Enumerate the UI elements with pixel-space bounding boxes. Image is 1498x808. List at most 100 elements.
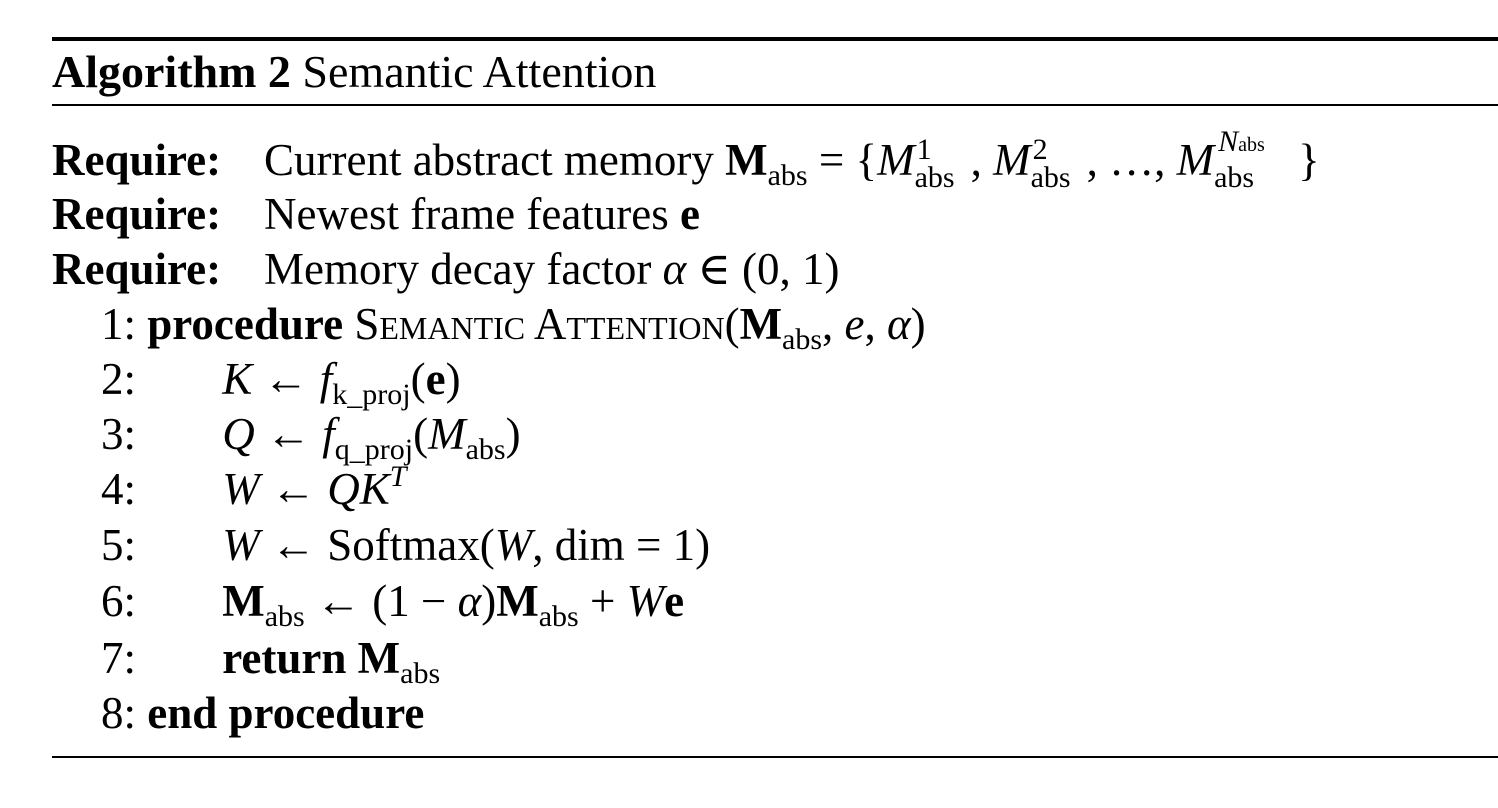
bottom-rule [52, 756, 1498, 758]
math-M-it: M [428, 409, 466, 459]
line-body: return Mabs [222, 630, 440, 689]
line-body: W ← QKT [222, 461, 406, 517]
math-M-it: M [877, 135, 915, 185]
math-M: M [357, 633, 401, 683]
math-f: f [319, 354, 333, 404]
math-W: W [222, 520, 260, 570]
math-one-minus: (1 − [372, 576, 458, 626]
supsub-2: 2 abs [1031, 135, 1087, 193]
require-line-3: Require: Memory decay factor α ∈ (0, 1) [52, 241, 839, 297]
require-text: Newest frame features [264, 189, 669, 239]
math-K: K [222, 354, 253, 404]
supsub-N: Nabs abs [1214, 127, 1298, 193]
math-sup: 1 [916, 133, 932, 166]
keyword-procedure: procedure [147, 299, 344, 349]
math-arrow: ← [266, 409, 311, 459]
math-sub: abs [1030, 161, 1071, 194]
math-ellipsis: … [1109, 135, 1155, 185]
math-sub: abs [538, 600, 579, 633]
math-sub: abs [1214, 161, 1255, 194]
math-arrow: ← [315, 576, 361, 626]
line-number: 2: [100, 354, 136, 404]
require-label: Require: [52, 135, 222, 185]
math-K: K [359, 464, 390, 514]
algo-line-1: 1: procedure Semantic Attention(Mabs, e,… [52, 296, 926, 355]
math-comma: , [1154, 135, 1166, 185]
math-M-it: M [1176, 135, 1215, 185]
math-comma: , [822, 299, 834, 349]
math-rbrace: } [1298, 135, 1320, 185]
math-tiny-sub: abs [1238, 134, 1265, 156]
math-comma: , [1086, 135, 1098, 185]
math-M: M [496, 576, 539, 626]
require-line-2: Require: Newest frame features e [52, 186, 700, 242]
math-Q: Q [222, 409, 255, 459]
math-eq: = [636, 520, 662, 570]
math-N: N [1218, 125, 1239, 158]
math-W: W [494, 520, 533, 570]
caption-rule [52, 104, 1498, 106]
algorithm-label: Algorithm 2 [52, 46, 291, 97]
math-sub: abs [264, 600, 305, 633]
math-one: 1 [672, 520, 696, 570]
math-sup-T: T [389, 460, 407, 493]
algo-line-3: 3: Q ← fq_proj(Mabs) [52, 406, 521, 466]
math-M-it: M [993, 135, 1031, 185]
line-body: Q ← fq_proj(Mabs) [222, 409, 521, 466]
math-e-it: e [844, 299, 865, 349]
algo-line-7: 7: return Mabs [52, 630, 440, 689]
algo-line-5: 5: W ← Softmax(W, dim = 1) [52, 517, 710, 573]
math-f: f [322, 409, 335, 459]
math-alpha: α [457, 576, 482, 626]
math-e-bold: e [680, 189, 701, 239]
math-plus: + [589, 576, 616, 626]
algo-line-8: 8: end procedure [52, 685, 424, 741]
math-comma: , [532, 520, 544, 570]
math-M: M [222, 576, 265, 626]
require-label: Require: [52, 189, 222, 239]
math-sub: abs [767, 159, 808, 192]
math-Q: Q [327, 464, 360, 514]
math-arrow: ← [263, 354, 309, 404]
math-e-bold: e [664, 576, 685, 626]
math-sub: abs [400, 657, 441, 690]
dim-label: dim [554, 520, 625, 570]
algo-line-6: 6: Mabs ← (1 − α)Mabs + We [52, 573, 685, 633]
math-e-bold: e [425, 354, 446, 404]
require-text: Current abstract memory [264, 135, 714, 185]
procedure-name: Semantic Attention [354, 299, 725, 349]
line-number: 4: [100, 464, 136, 514]
keyword-return: return [222, 633, 347, 683]
keyword-end-procedure: end procedure [147, 688, 425, 738]
line-number: 5: [100, 520, 136, 570]
math-sub: abs [782, 323, 823, 356]
math-lbrace: { [855, 135, 878, 185]
math-W: W [626, 576, 665, 626]
line-body: Mabs ← (1 − α)Mabs + We [222, 576, 685, 633]
softmax-label: Softmax [327, 520, 480, 570]
algorithm-title: Semantic Attention [302, 46, 657, 97]
line-number: 8: [100, 688, 136, 738]
require-line-1: Require: Current abstract memory Mabs = {… [52, 127, 1320, 193]
math-alpha: α [887, 299, 911, 349]
math-sub-qproj: q_proj [334, 433, 414, 466]
line-body: W ← Softmax(W, dim = 1) [222, 520, 711, 570]
line-number: 3: [100, 409, 136, 459]
math-sup: 2 [1032, 133, 1048, 166]
math-comma: , [970, 135, 982, 185]
math-sub: abs [914, 161, 955, 194]
math-eq: = [818, 135, 845, 185]
require-text: Memory decay factor [264, 244, 652, 294]
math-W: W [222, 464, 260, 514]
top-rule [52, 37, 1498, 41]
math-in: ∈ [697, 244, 731, 294]
math-interval: (0, 1) [742, 244, 840, 294]
require-label: Require: [52, 244, 222, 294]
algo-line-2: 2: K ← fk_proj(e) [52, 351, 461, 411]
math-comma: , [864, 299, 876, 349]
math-M: M [725, 135, 768, 185]
line-body: K ← fk_proj(e) [222, 354, 461, 411]
algorithm-caption: Algorithm 2 Semantic Attention [52, 44, 656, 100]
math-arrow: ← [271, 464, 316, 514]
math-sup-N: Nabs [1218, 127, 1265, 160]
